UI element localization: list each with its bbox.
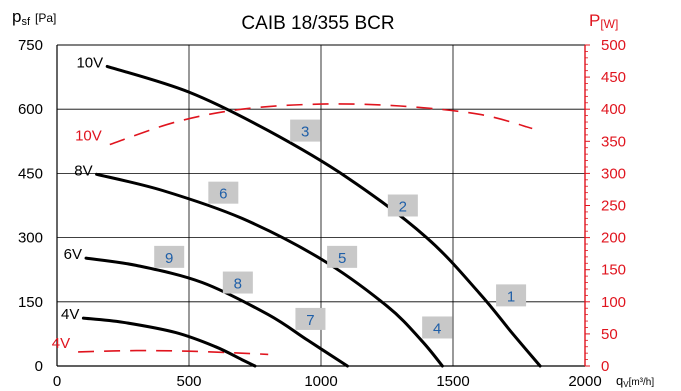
zone-label-box bbox=[290, 119, 321, 142]
zone-label-text: 5 bbox=[338, 250, 346, 267]
y-left-tick-label: 750 bbox=[18, 37, 43, 54]
pressure-curve-6V bbox=[84, 256, 349, 368]
zone-label-box bbox=[154, 245, 185, 268]
y-left-axis-label: psf [Pa] bbox=[12, 7, 56, 28]
y-right-tick-label: 300 bbox=[601, 165, 626, 182]
zone-label: 5 bbox=[327, 245, 358, 268]
pressure-series-label: 8V bbox=[74, 162, 92, 179]
zone-labels: 1 2 3 4 5 6 7 8 9 bbox=[154, 119, 527, 339]
zone-label-text: 9 bbox=[165, 250, 173, 267]
zone-label-box bbox=[387, 194, 418, 217]
y-right-tick-label: 400 bbox=[601, 101, 626, 118]
pressure-series-label: 4V bbox=[61, 306, 79, 323]
x-axis-label: qV[m³/h] bbox=[616, 373, 654, 389]
power-curve-4V bbox=[78, 349, 269, 356]
y-right-tick-label: 100 bbox=[601, 294, 626, 311]
zone-label-box bbox=[295, 307, 326, 330]
y-right-tick-label: 250 bbox=[601, 198, 626, 215]
y-right-axis-label: P[W] bbox=[589, 11, 618, 31]
pressure-curve-10V bbox=[105, 64, 542, 368]
series-labels: 10V 4V 10V 8V 6V 4V bbox=[52, 54, 103, 351]
power-curves bbox=[78, 103, 533, 356]
power-curve-10V bbox=[109, 103, 533, 146]
zone-label: 4 bbox=[422, 316, 453, 339]
power-series-label: 4V bbox=[52, 335, 70, 352]
x-tick-label: 0 bbox=[53, 373, 61, 390]
pressure-series-label: 6V bbox=[64, 246, 82, 263]
pressure-series-label: 10V bbox=[76, 54, 103, 71]
zone-label: 2 bbox=[387, 194, 418, 217]
pressure-curve-8V bbox=[95, 172, 444, 368]
y-left-tick-label: 0 bbox=[35, 358, 43, 375]
y-left-tick-label: 150 bbox=[18, 294, 43, 311]
zone-label: 6 bbox=[208, 181, 239, 204]
y-right-tick-label: 0 bbox=[601, 358, 609, 375]
zone-label-text: 8 bbox=[234, 276, 242, 293]
y-left-tick-label: 450 bbox=[18, 165, 43, 182]
zone-label: 1 bbox=[496, 284, 527, 307]
zone-label-box bbox=[208, 181, 239, 204]
y-right-tick-label: 150 bbox=[601, 262, 626, 279]
zone-label-box bbox=[327, 245, 358, 268]
pressure-curves bbox=[81, 64, 542, 368]
zone-label: 3 bbox=[290, 119, 321, 142]
x-tick-label: 2000 bbox=[568, 373, 601, 390]
pressure-curve-4V bbox=[81, 316, 257, 368]
zone-label-text: 3 bbox=[301, 124, 309, 141]
zone-label-text: 4 bbox=[433, 320, 441, 337]
x-tick-label: 500 bbox=[176, 373, 201, 390]
zone-label: 9 bbox=[154, 245, 185, 268]
y-right-tick-label: 200 bbox=[601, 230, 626, 247]
zone-label-box bbox=[422, 316, 453, 339]
zone-label-text: 6 bbox=[219, 186, 227, 203]
y-left-tick-label: 600 bbox=[18, 101, 43, 118]
y-right-tick-label: 50 bbox=[601, 326, 618, 343]
zone-label-text: 7 bbox=[306, 312, 314, 329]
x-tick-label: 1500 bbox=[436, 373, 469, 390]
zone-label-box bbox=[496, 284, 527, 307]
chart-title: CAIB 18/355 BCR bbox=[241, 13, 394, 34]
y-right-tick-label: 350 bbox=[601, 133, 626, 150]
zone-label-box bbox=[222, 271, 253, 294]
zone-label-text: 1 bbox=[507, 288, 515, 305]
zone-label: 7 bbox=[295, 307, 326, 330]
y-left-tick-label: 300 bbox=[18, 230, 43, 247]
y-right-tick-label: 500 bbox=[601, 37, 626, 54]
x-tick-label: 1000 bbox=[304, 373, 337, 390]
zone-label: 8 bbox=[222, 271, 253, 294]
y-right-tick-label: 450 bbox=[601, 69, 626, 86]
power-series-label: 10V bbox=[75, 128, 102, 145]
zone-label-text: 2 bbox=[399, 199, 407, 216]
